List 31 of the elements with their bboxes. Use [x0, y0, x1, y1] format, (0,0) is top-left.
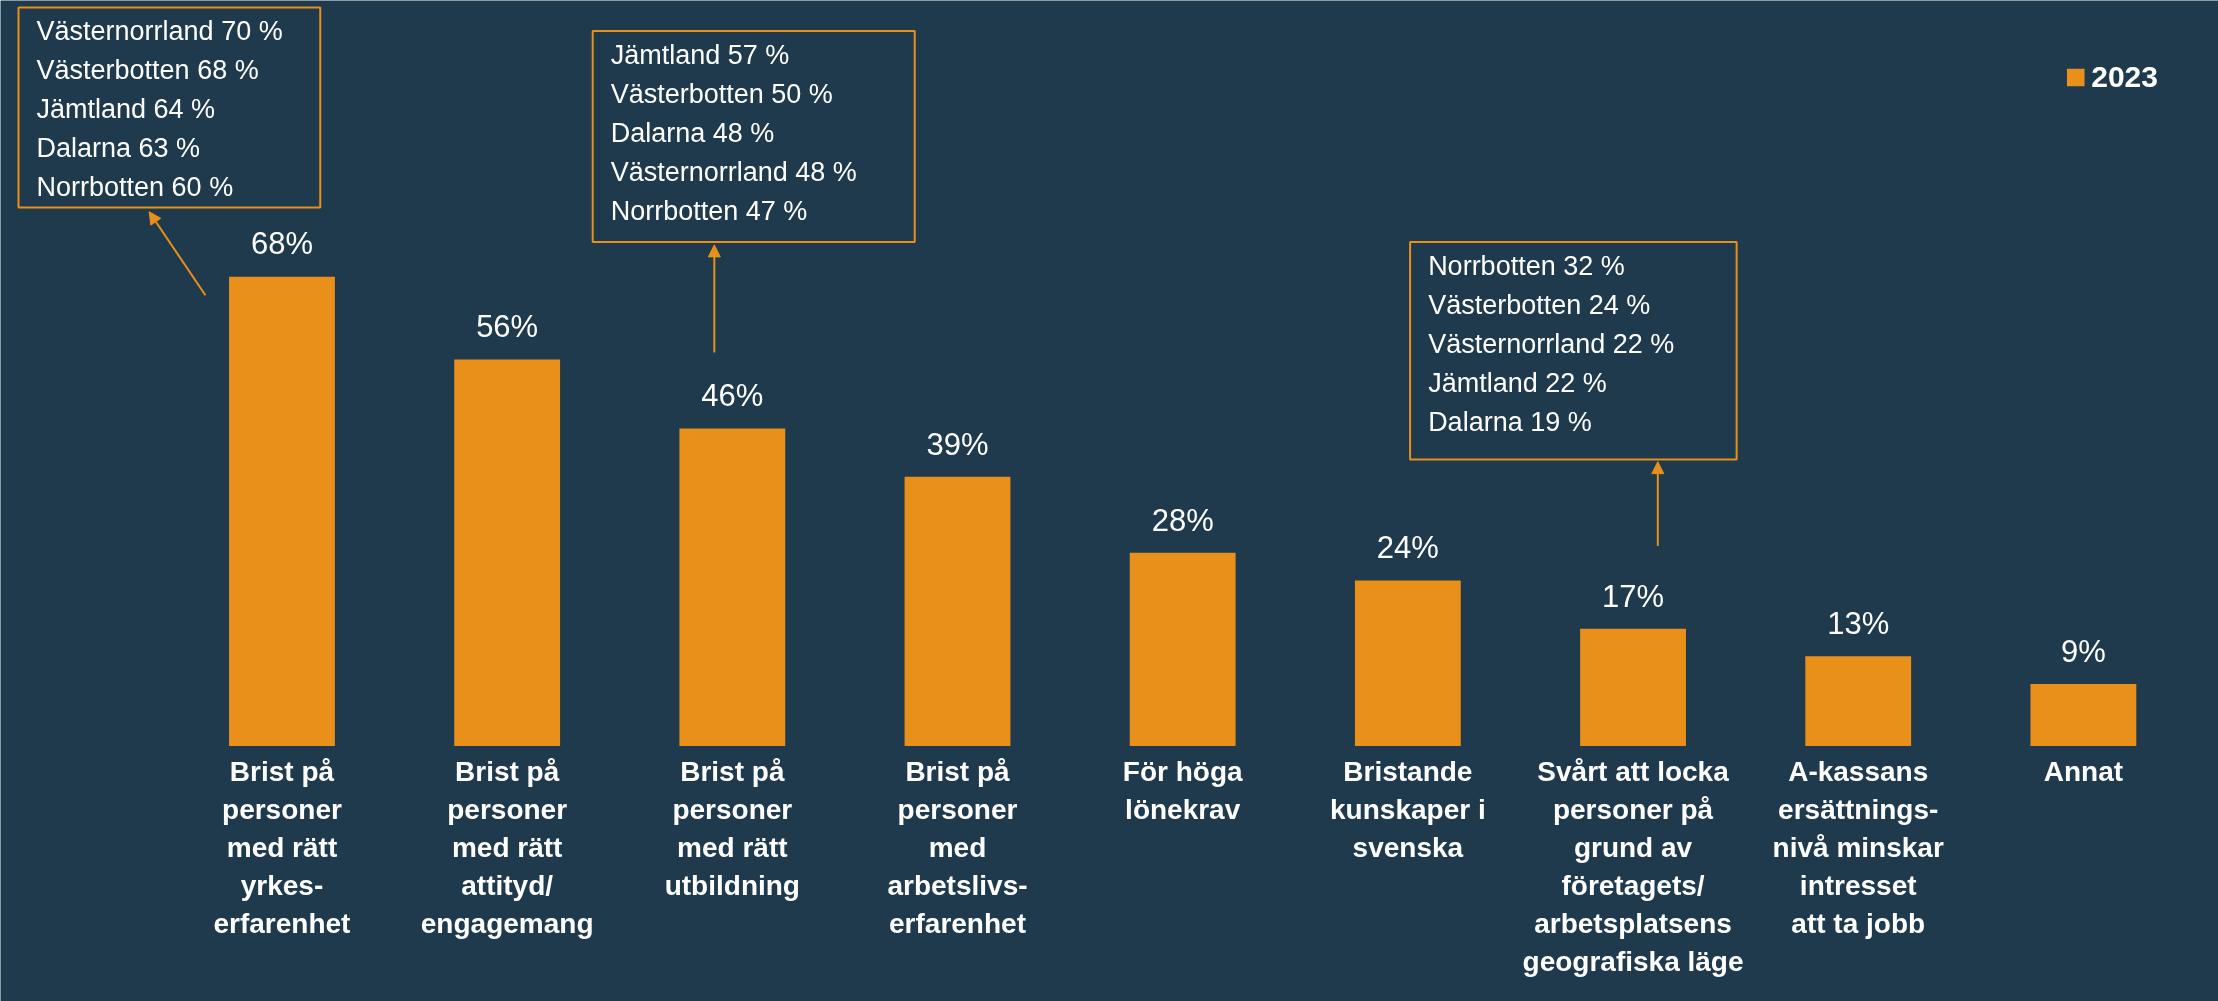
data-label: 39% [926, 426, 989, 462]
data-label: 46% [701, 378, 764, 414]
bar [904, 476, 1011, 747]
bar [454, 359, 561, 747]
x-tick-label: Brist på personer med rätt attityd/ engagemang [420, 756, 594, 939]
bar [1805, 656, 1912, 747]
bar [1354, 580, 1461, 747]
bar [1580, 628, 1686, 747]
annotation: Norrbotten 32 % Västerbotten 24 % Västernorrland 22 % Jämtland 22 % Dalarna 19 % [1428, 251, 1675, 438]
bar [229, 276, 335, 747]
bar [1129, 552, 1236, 747]
x-tick-label: Brist på personer med arbetslivs- erfarenhet [887, 756, 1028, 939]
bar [2030, 683, 2137, 747]
data-label: 28% [1151, 502, 1214, 538]
data-label: 56% [476, 309, 539, 345]
legend-label: 2023 [2091, 60, 2158, 94]
x-tick-label: A-kassans ersättnings- nivå minskar intresset att ta jobb [1772, 756, 1944, 939]
text: Jämtland 57 % Västerbotten 50 % Dalarna 48 % Västernorrland 48 % Norrbotten 47 % [610, 39, 857, 226]
x-tick-label: För höga lönekrav [1122, 756, 1243, 826]
x-tick-label: Bristande kunskaper i svenska [1330, 756, 1486, 864]
data-label: 24% [1376, 530, 1439, 566]
data-label: 13% [1827, 606, 1890, 642]
data-label: 68% [250, 226, 313, 262]
x-tick-label: Brist på personer med rätt utbildning [664, 756, 800, 901]
text: Västernorrland 70 % Västerbotten 68 % Jämtland 64 % Dalarna 63 % Norrbotten 60 % [36, 16, 283, 203]
data-label: 17% [1602, 578, 1665, 614]
x-tick-label: Brist på personer med rätt yrkes- erfarenhet [213, 756, 351, 939]
data-label: 9% [2060, 633, 2106, 669]
x-tick-label: Annat [2043, 756, 2124, 788]
x-tick-label: Svårt att locka personer på grund av företagets/ arbetsplatsens geografiska läge [1522, 756, 1744, 977]
bar [679, 428, 786, 747]
